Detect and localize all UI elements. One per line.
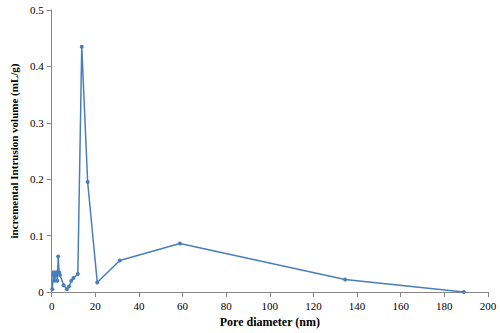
svg-text:60: 60 — [177, 300, 189, 312]
svg-text:20: 20 — [90, 300, 102, 312]
svg-text:0: 0 — [49, 300, 55, 312]
svg-text:0.4: 0.4 — [30, 60, 44, 72]
svg-text:100: 100 — [262, 300, 279, 312]
svg-text:40: 40 — [133, 300, 145, 312]
svg-text:140: 140 — [349, 300, 366, 312]
svg-text:Pore diameter (nm): Pore diameter (nm) — [220, 315, 320, 329]
svg-text:80: 80 — [221, 300, 233, 312]
svg-text:incremental Intrusion volume (: incremental Intrusion volume (mL/g) — [8, 63, 21, 238]
svg-text:180: 180 — [436, 300, 453, 312]
svg-text:0.1: 0.1 — [30, 230, 44, 242]
svg-text:120: 120 — [305, 300, 322, 312]
svg-text:0: 0 — [38, 286, 44, 298]
svg-text:0.3: 0.3 — [30, 117, 44, 129]
svg-text:0.5: 0.5 — [30, 4, 44, 16]
svg-text:160: 160 — [392, 300, 409, 312]
svg-text:200: 200 — [480, 300, 497, 312]
svg-text:0.2: 0.2 — [30, 173, 44, 185]
